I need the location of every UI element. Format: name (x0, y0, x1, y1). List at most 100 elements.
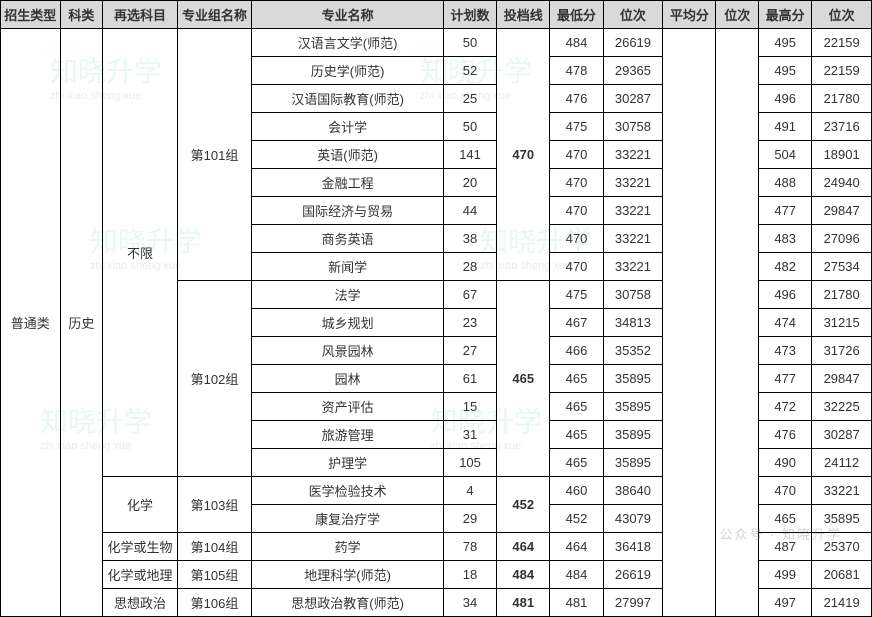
cell: 城乡规划 (252, 309, 444, 337)
cell: 23 (443, 309, 496, 337)
cell: 43079 (603, 505, 663, 533)
cell: 481 (497, 589, 550, 617)
cell: 38 (443, 225, 496, 253)
cell: 4 (443, 477, 496, 505)
cell: 496 (759, 281, 812, 309)
cell: 27534 (812, 253, 872, 281)
cell: 不限 (103, 29, 178, 477)
cell: 20 (443, 169, 496, 197)
cell: 第103组 (177, 477, 252, 533)
cell: 风景园林 (252, 337, 444, 365)
cell: 473 (759, 337, 812, 365)
cell: 化学 (103, 477, 178, 533)
cell: 35895 (603, 393, 663, 421)
footer-watermark: 公众号 · 知晓升学 (719, 524, 842, 543)
cell: 470 (550, 225, 603, 253)
cell: 第101组 (177, 29, 252, 281)
cell: 历史 (60, 29, 103, 617)
header-plan: 计划数 (443, 1, 496, 29)
cell: 药学 (252, 533, 444, 561)
cell: 33221 (603, 141, 663, 169)
cell: 化学或生物 (103, 533, 178, 561)
cell: 33221 (603, 197, 663, 225)
cell: 481 (550, 589, 603, 617)
cell: 452 (497, 477, 550, 533)
cell: 491 (759, 113, 812, 141)
header-rank1: 位次 (603, 1, 663, 29)
cell: 470 (550, 253, 603, 281)
cell: 30287 (812, 421, 872, 449)
cell (663, 29, 716, 617)
cell: 141 (443, 141, 496, 169)
header-line: 投档线 (497, 1, 550, 29)
cell: 思想政治教育(师范) (252, 589, 444, 617)
cell: 24940 (812, 169, 872, 197)
cell: 105 (443, 449, 496, 477)
cell: 第104组 (177, 533, 252, 561)
cell: 465 (550, 365, 603, 393)
cell: 汉语国际教育(师范) (252, 85, 444, 113)
cell: 466 (550, 337, 603, 365)
cell: 32225 (812, 393, 872, 421)
cell: 476 (759, 421, 812, 449)
cell: 21419 (812, 589, 872, 617)
cell: 504 (759, 141, 812, 169)
cell: 医学检验技术 (252, 477, 444, 505)
cell: 33221 (812, 477, 872, 505)
cell: 474 (759, 309, 812, 337)
cell: 20681 (812, 561, 872, 589)
cell: 50 (443, 113, 496, 141)
cell: 470 (550, 141, 603, 169)
cell: 482 (759, 253, 812, 281)
cell: 495 (759, 57, 812, 85)
cell: 29847 (812, 365, 872, 393)
cell: 33221 (603, 169, 663, 197)
cell: 会计学 (252, 113, 444, 141)
cell: 27096 (812, 225, 872, 253)
cell: 475 (550, 281, 603, 309)
cell: 35895 (603, 365, 663, 393)
cell: 旅游管理 (252, 421, 444, 449)
cell: 金融工程 (252, 169, 444, 197)
header-rank3: 位次 (812, 1, 872, 29)
cell: 30287 (603, 85, 663, 113)
header-min: 最低分 (550, 1, 603, 29)
table-header-row: 招生类型 科类 再选科目 专业组名称 专业名称 计划数 投档线 最低分 位次 平… (1, 1, 872, 29)
cell: 22159 (812, 57, 872, 85)
cell: 18901 (812, 141, 872, 169)
cell: 472 (759, 393, 812, 421)
cell: 78 (443, 533, 496, 561)
cell: 26619 (603, 561, 663, 589)
cell: 36418 (603, 533, 663, 561)
cell: 465 (497, 281, 550, 477)
cell: 484 (550, 561, 603, 589)
cell: 470 (550, 197, 603, 225)
cell: 30758 (603, 113, 663, 141)
cell: 470 (497, 29, 550, 281)
cell: 商务英语 (252, 225, 444, 253)
cell: 29847 (812, 197, 872, 225)
cell: 第106组 (177, 589, 252, 617)
cell: 478 (550, 57, 603, 85)
cell: 法学 (252, 281, 444, 309)
cell: 30758 (603, 281, 663, 309)
cell: 普通类 (1, 29, 61, 617)
cell: 464 (550, 533, 603, 561)
cell: 50 (443, 29, 496, 57)
cell: 497 (759, 589, 812, 617)
cell: 33221 (603, 225, 663, 253)
cell: 464 (497, 533, 550, 561)
cell: 488 (759, 169, 812, 197)
cell: 22159 (812, 29, 872, 57)
cell: 34813 (603, 309, 663, 337)
header-rank2: 位次 (716, 1, 759, 29)
table-row: 普通类历史不限第101组汉语言文学(师范)5047048426619495221… (1, 29, 872, 57)
cell: 35895 (603, 449, 663, 477)
cell: 历史学(师范) (252, 57, 444, 85)
cell: 44 (443, 197, 496, 225)
cell: 467 (550, 309, 603, 337)
cell: 33221 (603, 253, 663, 281)
cell: 资产评估 (252, 393, 444, 421)
header-max: 最高分 (759, 1, 812, 29)
header-category: 科类 (60, 1, 103, 29)
